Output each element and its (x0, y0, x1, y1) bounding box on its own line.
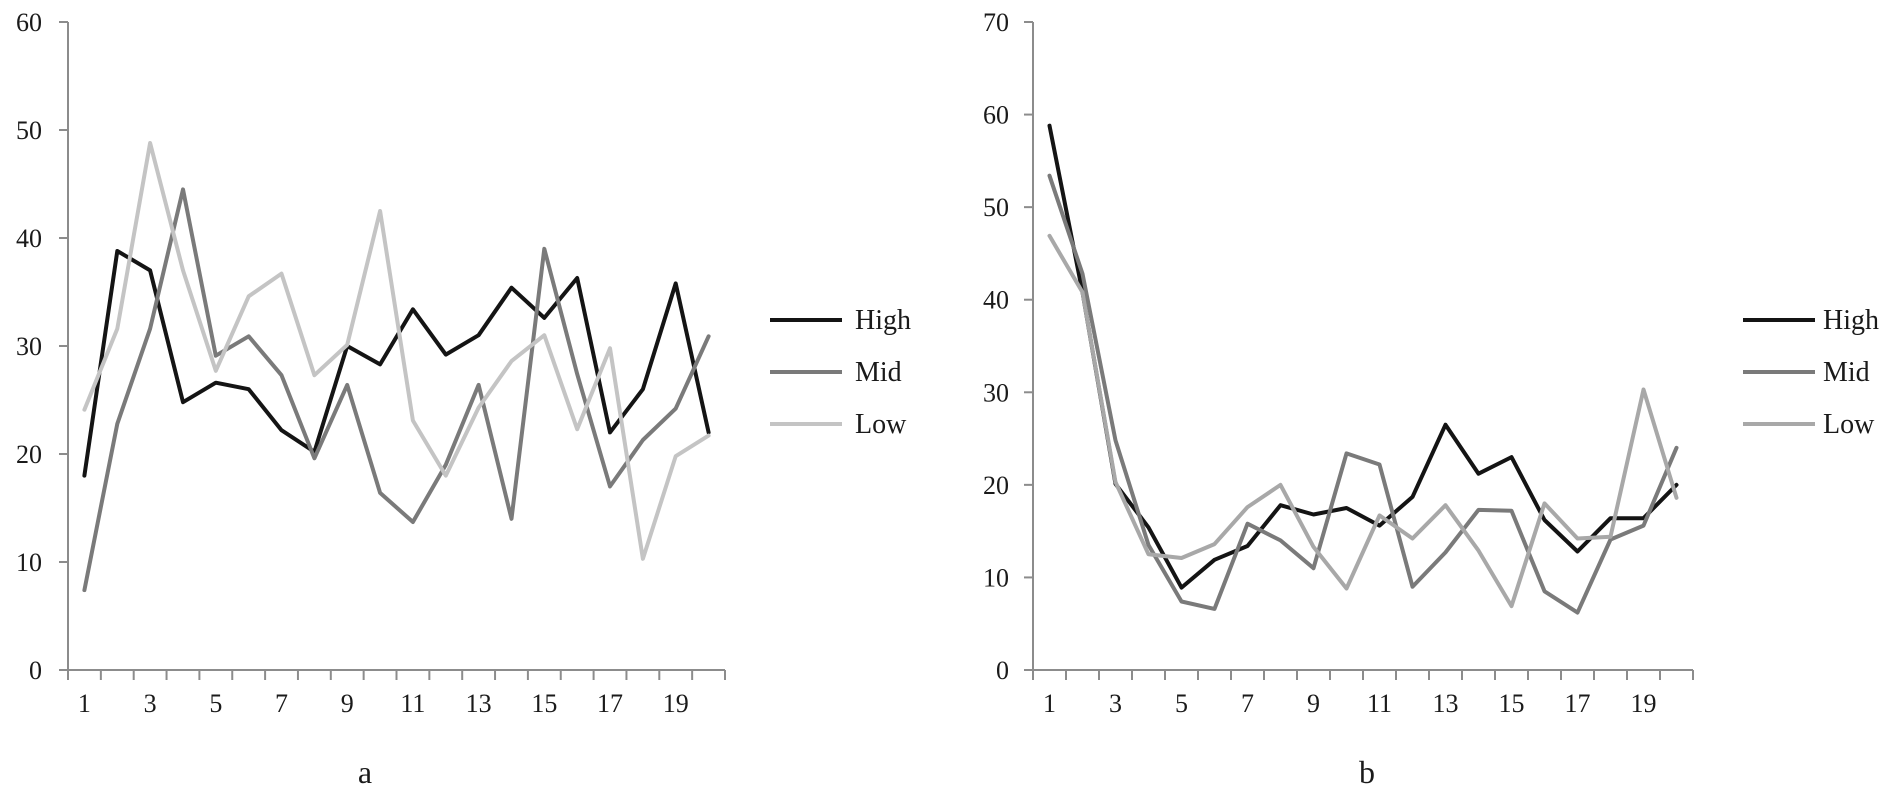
chart-panel-a: 0 10 20 30 40 50 60 1 3 5 7 9 11 13 15 17 19 High Mid Low a (16, 8, 911, 790)
x-tick-label: 7 (1241, 689, 1254, 718)
x-tick-label: 3 (144, 689, 157, 718)
series-line-low-b (1047, 233, 1679, 609)
y-tick-label: 20 (16, 440, 42, 469)
panel-label-b: b (1359, 754, 1375, 790)
x-tick-label: 5 (209, 689, 222, 718)
y-tick-label: 10 (16, 548, 42, 577)
x-tick-label: 19 (663, 689, 689, 718)
x-tick-label: 9 (341, 689, 354, 718)
legend-label-low: Low (855, 409, 907, 440)
y-tick-label: 60 (983, 101, 1009, 130)
chart-panel-b: 0 10 20 30 40 50 60 70 1 3 5 7 9 11 13 15 17 19 High Mid Low… (951, 0, 1902, 791)
x-tick-label: 15 (1499, 689, 1525, 718)
legend-label-mid: Mid (855, 357, 902, 388)
y-tick-label: 40 (983, 286, 1009, 315)
x-tick-label: 19 (1631, 689, 1657, 718)
x-tick-label: 9 (1307, 689, 1320, 718)
x-tick-label: 15 (531, 689, 557, 718)
y-tick-label: 0 (996, 656, 1009, 685)
x-tick-label: 3 (1109, 689, 1122, 718)
x-tick-label: 13 (466, 689, 492, 718)
legend-label-low: Low (1823, 409, 1875, 440)
y-tick-label: 20 (983, 471, 1009, 500)
y-tick-label: 50 (983, 193, 1009, 222)
x-tick-label: 5 (1175, 689, 1188, 718)
x-tick-label: 13 (1433, 689, 1459, 718)
x-tick-label: 11 (400, 689, 425, 718)
series-line-high-a (82, 249, 711, 478)
legend-label-mid: Mid (1823, 357, 1870, 388)
series-line-mid-a (82, 187, 711, 593)
series-line-high-b (1047, 123, 1679, 590)
x-tick-label: 1 (78, 689, 91, 718)
y-tick-label: 60 (16, 8, 42, 37)
series-line-low-a (82, 141, 711, 561)
x-tick-label: 1 (1043, 689, 1056, 718)
y-tick-label: 40 (16, 224, 42, 253)
x-tick-label: 11 (1367, 689, 1392, 718)
y-tick-label: 30 (983, 378, 1009, 407)
y-tick-label: 30 (16, 332, 42, 361)
y-tick-label: 0 (29, 656, 42, 685)
x-tick-label: 7 (275, 689, 288, 718)
x-tick-label: 17 (597, 689, 623, 718)
y-tick-label: 50 (16, 116, 42, 145)
legend-label-high: High (1823, 305, 1879, 336)
y-tick-label: 70 (983, 8, 1009, 37)
y-tick-label: 10 (983, 563, 1009, 592)
panel-label-a: a (358, 754, 372, 790)
legend-label-high: High (855, 305, 911, 336)
x-tick-label: 17 (1565, 689, 1591, 718)
